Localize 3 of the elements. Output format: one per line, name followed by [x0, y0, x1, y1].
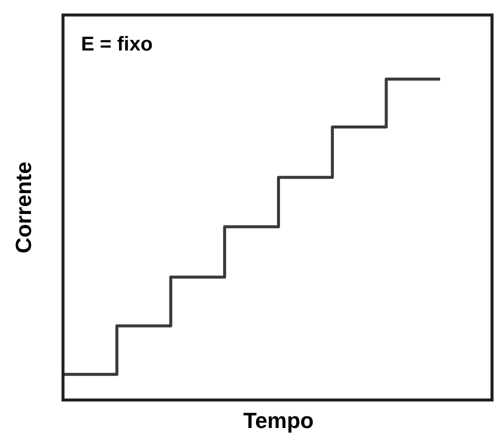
text: E = fixo [81, 34, 153, 56]
x-axis-title: Tempo [243, 408, 314, 434]
y-axis-title: Corrente [11, 162, 36, 254]
